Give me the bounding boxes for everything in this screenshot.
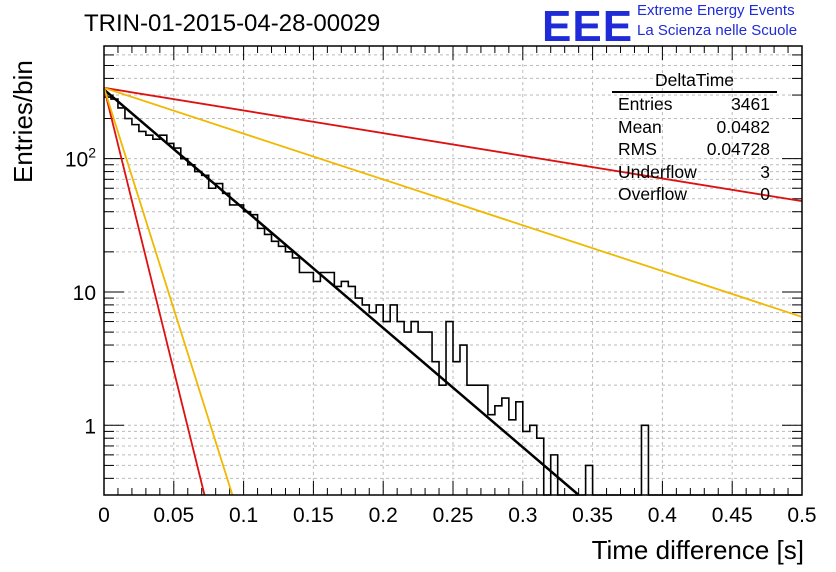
y-tick-label: 1 (84, 415, 96, 438)
x-tick-label: 0.1 (229, 504, 258, 527)
stats-label: Overflow (618, 184, 688, 204)
x-axis-label: Time difference [s] (591, 535, 804, 565)
stats-label: RMS (618, 139, 657, 159)
fit-line (103, 86, 803, 318)
stats-box: DeltaTime Entries 3461 Mean 0.0482 RMS 0… (612, 70, 777, 210)
y-tick-labels: 1 10 102 (65, 145, 96, 439)
stats-value: 0 (760, 184, 770, 204)
axis-ticks (103, 45, 803, 496)
stats-divider (612, 91, 777, 93)
y-tick-label: 10 (73, 282, 96, 305)
stats-label: Mean (618, 117, 662, 137)
logo-line-1: Extreme Energy Events (637, 2, 795, 19)
x-tick-label: 0.4 (648, 504, 678, 527)
x-tick-label: 0.5 (787, 504, 816, 527)
x-tick-label: 0.05 (153, 504, 194, 527)
stats-row-entries: Entries 3461 (618, 94, 770, 116)
page-title: TRIN-01-2015-04-28-00029 (84, 10, 381, 37)
fit-line (103, 87, 234, 496)
stats-label: Underflow (618, 162, 697, 182)
stats-title: DeltaTime (654, 70, 735, 90)
stats-value: 3 (760, 162, 770, 182)
x-tick-label: 0.25 (433, 504, 474, 527)
y-tick-label: 102 (65, 145, 96, 172)
x-tick-label: 0.2 (369, 504, 398, 527)
fit-line (103, 86, 803, 203)
stats-value: 0.0482 (716, 117, 770, 137)
eee-logo: EEE (542, 2, 634, 51)
x-tick-label: 0.35 (572, 504, 613, 527)
stats-row-rms: RMS 0.04728 (618, 139, 770, 161)
fit-line (103, 87, 206, 496)
x-tick-label: 0.15 (293, 504, 334, 527)
y-axis-label: Entries/bin (8, 60, 38, 183)
x-tick-label: 0 (98, 504, 110, 527)
fit-line (103, 88, 580, 496)
stats-value: 3461 (731, 94, 770, 114)
logo-line-2: La Scienza nelle Scuole (637, 22, 798, 39)
x-tick-label: 0.3 (508, 504, 537, 527)
plot-frame (103, 45, 803, 496)
x-tick-label: 0.45 (712, 504, 753, 527)
stats-value: 0.04728 (706, 139, 770, 159)
x-tick-labels: 0 0.05 0.1 0.15 0.2 0.25 0.3 0.35 0.4 0.45 0.5 (98, 504, 816, 527)
stats-label: Entries (618, 94, 673, 114)
stats-row-underflow: Underflow 3 (618, 162, 770, 184)
stats-row-overflow: Overflow 0 (618, 184, 770, 206)
stats-row-mean: Mean 0.0482 (618, 117, 770, 139)
fit-lines (103, 86, 803, 496)
